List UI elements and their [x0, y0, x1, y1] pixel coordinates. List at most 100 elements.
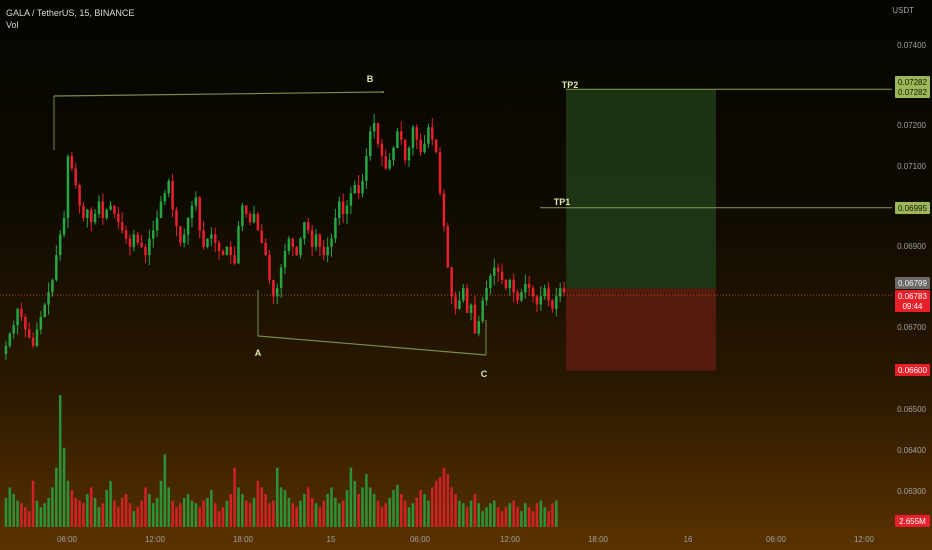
candle-body [20, 308, 23, 317]
volume-bar [186, 494, 190, 527]
candle-body [124, 230, 128, 239]
volume-bar [543, 507, 546, 527]
candle-body [462, 288, 465, 301]
trendline-bottom [257, 335, 487, 356]
candle-body [43, 304, 46, 317]
candle-body [330, 238, 333, 247]
price-tag-entry [895, 277, 930, 289]
candle-body [345, 205, 349, 214]
volume-bar [477, 503, 481, 527]
volume-bar [326, 494, 329, 527]
candle-body [182, 234, 186, 243]
volume-bar [151, 503, 155, 527]
candle-body [310, 230, 314, 247]
volume-bar [159, 480, 163, 527]
candle-body [531, 288, 535, 297]
volume-bar [465, 507, 469, 527]
volume-bar [66, 480, 70, 527]
volume-bar [93, 497, 97, 527]
annotation-label-tp2: TP2 [562, 80, 579, 90]
volume-bar [349, 467, 353, 527]
volume-bar [51, 487, 54, 527]
volume-bar [198, 507, 201, 527]
candle-body [229, 246, 232, 256]
candle-body [248, 213, 252, 223]
x-tick-label: 15 [327, 535, 336, 544]
x-tick-label: 12:00 [854, 535, 875, 544]
volume-bar [361, 487, 364, 527]
candle-body [562, 288, 566, 293]
candle-body [31, 337, 35, 346]
candle-body [306, 222, 310, 231]
candle-body [419, 139, 422, 152]
volume-bar [369, 487, 372, 527]
candle-body [27, 329, 31, 338]
price-tag-value-stop: 0.06600 [898, 366, 927, 375]
volume-bar [221, 507, 225, 527]
volume-bar [155, 497, 159, 527]
volume-bar [516, 507, 519, 527]
candle-body [423, 143, 426, 152]
candle-body [555, 296, 558, 309]
volume-bar [442, 467, 446, 527]
candle-body [458, 300, 461, 309]
candle-body [473, 304, 477, 334]
volume-bar [372, 494, 376, 527]
volume-bar [407, 507, 411, 527]
candle-body [264, 242, 267, 256]
x-tick-label: 18:00 [233, 535, 254, 544]
candle-body [334, 218, 337, 239]
volume-tag [895, 515, 930, 527]
price-tag-value-last: 0.06783 [898, 292, 927, 301]
volume-bar [16, 500, 19, 527]
volume-bar [148, 494, 151, 527]
volume-bar [454, 494, 457, 527]
candle-body [349, 193, 353, 206]
candle-body [74, 168, 77, 185]
volume-bar [47, 497, 50, 527]
candle-body [384, 156, 388, 169]
x-tick-label: 16 [684, 535, 693, 544]
candle-body [450, 267, 453, 297]
volume-bar [175, 507, 178, 527]
candle-body [396, 131, 399, 148]
candle-body [47, 292, 50, 305]
volume-bar [4, 497, 8, 527]
volume-bar [555, 500, 558, 527]
volume-bar [384, 503, 388, 527]
candle-body [51, 279, 54, 293]
volume-bar [338, 503, 341, 527]
volume-bar [341, 500, 345, 527]
volume-bar [217, 511, 221, 527]
candle-body [175, 209, 178, 227]
x-tick-label: 06:00 [766, 535, 787, 544]
candle-body [326, 246, 329, 256]
candle-body [558, 288, 562, 297]
annotation-label-b: B [367, 74, 374, 84]
volume-bar [500, 511, 504, 527]
candle-body [167, 180, 170, 194]
symbol-title[interactable]: GALA / TetherUS, 15, BINANCE [6, 8, 135, 18]
volume-bar [163, 454, 167, 527]
volume-bar [12, 494, 15, 527]
volume-bar [400, 494, 403, 527]
volume-indicator-label[interactable]: Vol [6, 20, 19, 30]
volume-bar [485, 507, 488, 527]
candle-body [481, 300, 484, 322]
volume-bar [252, 497, 256, 527]
candle-body [535, 296, 539, 305]
volume-bar [70, 490, 74, 527]
candle-body [101, 201, 105, 218]
volume-bar [535, 503, 539, 527]
candle-body [524, 284, 527, 293]
x-tick-label: 06:00 [57, 535, 78, 544]
candle-body [400, 131, 403, 140]
candle-body [97, 201, 101, 214]
volume-bar [182, 497, 186, 527]
y-tick-label: 0.06500 [897, 405, 926, 414]
volume-bar [403, 500, 407, 527]
x-tick-label: 12:00 [145, 535, 166, 544]
candle-body [446, 226, 450, 268]
volume-bar [458, 500, 461, 527]
